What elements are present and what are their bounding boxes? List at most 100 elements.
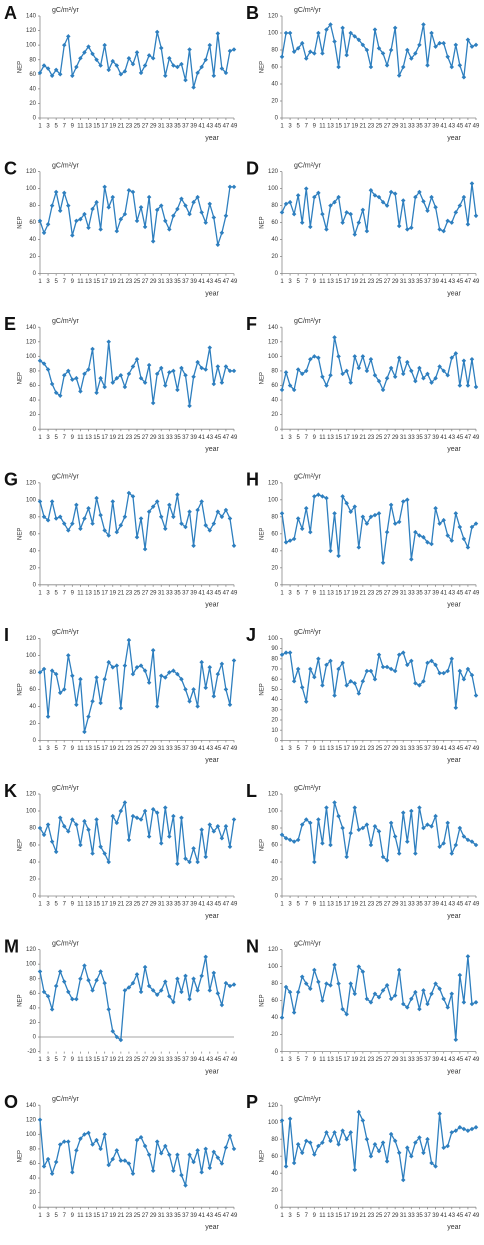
marker — [98, 227, 103, 232]
y-tick-label: 40 — [271, 237, 278, 243]
x-tick-label: 31 — [158, 124, 165, 130]
marker — [312, 1152, 317, 1157]
x-tick-label: 1 — [280, 746, 284, 752]
x-tick-label: 33 — [166, 124, 173, 130]
y-tick-label: 120 — [26, 339, 37, 345]
x-tick-label: 7 — [63, 590, 67, 596]
y-tick-label: 100 — [268, 186, 279, 192]
marker — [364, 368, 370, 374]
y-tick-label: 40 — [29, 237, 36, 243]
x-tick-label: 45 — [214, 435, 221, 441]
y-tick-label: 120 — [26, 947, 37, 953]
marker — [328, 842, 333, 848]
x-tick-label: 37 — [424, 746, 431, 752]
marker — [215, 242, 221, 247]
marker — [332, 335, 337, 340]
x-tick-label: 45 — [456, 746, 463, 752]
x-tick-label: 5 — [54, 1213, 58, 1219]
x-tick-label: 39 — [432, 124, 439, 130]
marker — [191, 976, 196, 982]
y-axis-label: NEP — [260, 683, 266, 695]
marker — [61, 979, 67, 984]
marker — [409, 996, 414, 1002]
y-tick-label: 0 — [275, 1049, 279, 1055]
series-line — [39, 639, 235, 733]
marker — [421, 375, 426, 381]
marker — [421, 988, 426, 993]
marker — [469, 672, 475, 678]
marker — [126, 371, 132, 377]
x-tick-label: 23 — [368, 279, 375, 285]
y-tick-label: 140 — [268, 325, 279, 331]
y-tick-label: 80 — [29, 57, 36, 63]
x-axis-label: year — [205, 602, 219, 609]
marker — [98, 1146, 103, 1152]
marker — [392, 191, 398, 196]
marker — [437, 521, 442, 526]
marker — [227, 48, 233, 54]
x-tick-label: 47 — [223, 279, 230, 285]
marker — [106, 67, 111, 73]
marker — [392, 668, 398, 674]
marker — [384, 1159, 390, 1164]
marker — [312, 859, 317, 865]
marker — [356, 220, 362, 225]
marker — [295, 1142, 301, 1147]
marker — [425, 822, 430, 827]
marker — [163, 526, 168, 531]
y-tick-label: 80 — [271, 368, 278, 374]
x-tick-label: 29 — [150, 1213, 157, 1219]
marker — [191, 374, 196, 380]
y-tick-label: 120 — [26, 28, 37, 34]
y-tick-label: 120 — [268, 14, 279, 20]
x-tick-label: 1 — [280, 1057, 284, 1063]
x-tick-label: 43 — [206, 279, 213, 285]
x-tick-label: 5 — [296, 590, 300, 596]
x-tick-label: 13 — [327, 1057, 334, 1063]
marker — [57, 393, 63, 398]
x-tick-label: 29 — [392, 902, 399, 908]
x-tick-label: 29 — [392, 1057, 399, 1063]
marker — [328, 658, 333, 664]
x-tick-label: 11 — [77, 1213, 84, 1219]
marker — [396, 652, 402, 657]
marker — [287, 1116, 293, 1122]
x-tick-label: 3 — [288, 1213, 292, 1219]
marker — [352, 991, 358, 997]
marker — [57, 969, 63, 974]
marker — [175, 387, 180, 393]
x-tick-label: 11 — [77, 124, 84, 130]
marker — [352, 504, 358, 509]
marker — [211, 73, 217, 79]
marker — [231, 658, 237, 663]
y-tick-label: 0 — [33, 116, 37, 122]
x-tick-label: 47 — [465, 1213, 472, 1219]
y-axis-label: NEP — [18, 839, 24, 851]
marker — [195, 859, 200, 865]
x-tick-label: 43 — [206, 590, 213, 596]
x-tick-label: 23 — [126, 1213, 133, 1219]
marker — [146, 362, 152, 368]
marker — [118, 1158, 124, 1163]
marker — [384, 664, 390, 670]
marker — [396, 851, 402, 856]
y-tick-label: 0 — [33, 1205, 37, 1211]
x-tick-label: 29 — [150, 1057, 157, 1063]
marker — [303, 981, 309, 986]
marker — [344, 683, 349, 688]
marker — [219, 835, 225, 841]
marker — [308, 666, 313, 672]
x-tick-label: 47 — [223, 1213, 230, 1219]
series-line — [281, 651, 477, 708]
marker — [114, 63, 120, 68]
marker — [187, 509, 192, 514]
x-tick-label: 45 — [456, 124, 463, 130]
x-tick-label: 45 — [456, 435, 463, 441]
x-tick-label: 29 — [150, 590, 157, 596]
y-tick-label: 20 — [29, 101, 36, 107]
y-tick-label: 80 — [29, 514, 36, 520]
marker — [134, 50, 140, 55]
marker — [78, 55, 83, 61]
marker — [417, 365, 422, 371]
